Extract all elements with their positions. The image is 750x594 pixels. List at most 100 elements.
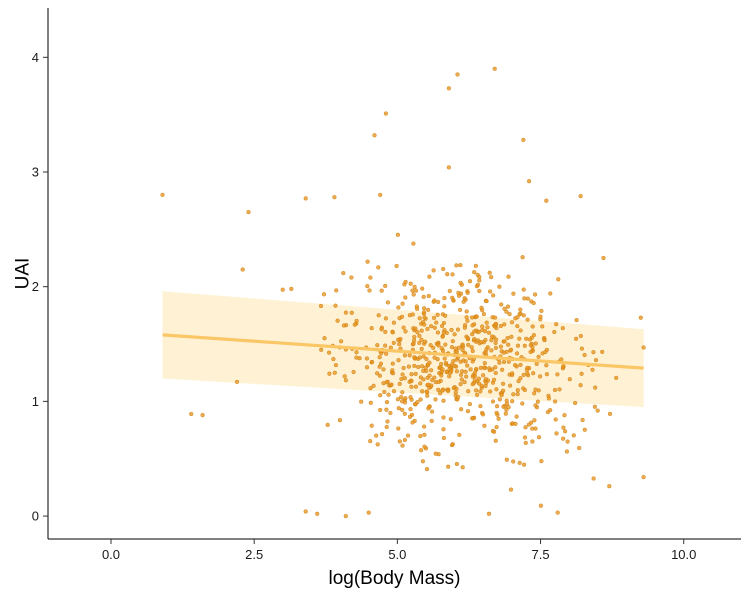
data-point bbox=[464, 315, 469, 320]
data-point bbox=[388, 410, 393, 416]
data-point bbox=[535, 399, 541, 404]
data-point bbox=[466, 342, 471, 348]
data-point bbox=[396, 426, 401, 431]
data-point bbox=[382, 389, 387, 395]
data-point bbox=[555, 372, 560, 377]
data-point bbox=[553, 417, 558, 422]
data-point bbox=[561, 425, 566, 430]
data-point bbox=[480, 373, 486, 378]
data-point bbox=[403, 329, 408, 334]
data-point bbox=[432, 355, 437, 360]
data-point bbox=[497, 284, 502, 289]
data-point bbox=[410, 420, 415, 425]
data-point bbox=[471, 416, 476, 421]
data-point bbox=[371, 383, 376, 388]
data-point bbox=[400, 443, 405, 448]
data-point bbox=[470, 382, 475, 387]
data-point bbox=[593, 385, 598, 390]
data-point bbox=[458, 372, 464, 378]
data-point bbox=[514, 414, 519, 419]
data-point bbox=[479, 383, 484, 388]
data-point bbox=[560, 325, 565, 331]
data-point bbox=[422, 432, 427, 437]
data-point bbox=[428, 324, 434, 329]
data-point bbox=[562, 413, 567, 418]
data-point bbox=[337, 418, 343, 423]
x-tick-label: 7.5 bbox=[532, 547, 550, 562]
x-tick-label: 0.0 bbox=[102, 547, 120, 562]
data-point bbox=[406, 364, 412, 369]
data-point bbox=[437, 391, 443, 396]
data-point bbox=[506, 274, 511, 279]
data-point bbox=[384, 407, 389, 412]
data-point bbox=[425, 326, 430, 332]
data-point bbox=[509, 334, 514, 339]
data-point bbox=[641, 474, 646, 480]
data-point bbox=[445, 388, 451, 394]
data-point bbox=[421, 377, 426, 382]
data-point bbox=[365, 283, 370, 289]
data-point bbox=[556, 277, 561, 282]
data-point bbox=[383, 329, 388, 335]
data-point bbox=[408, 395, 413, 400]
data-point bbox=[517, 336, 522, 341]
data-point bbox=[349, 275, 354, 280]
data-point bbox=[463, 359, 468, 364]
data-point bbox=[399, 399, 405, 404]
data-point bbox=[369, 423, 374, 428]
data-point bbox=[489, 348, 494, 353]
data-point bbox=[548, 291, 553, 296]
data-point bbox=[375, 442, 380, 447]
data-point bbox=[456, 290, 461, 296]
data-point bbox=[386, 392, 391, 397]
data-point bbox=[377, 355, 382, 360]
data-point bbox=[446, 464, 451, 469]
data-point bbox=[502, 306, 507, 311]
data-point bbox=[189, 411, 194, 417]
data-point bbox=[442, 295, 447, 301]
data-point bbox=[521, 137, 526, 143]
data-point bbox=[477, 278, 482, 283]
y-axis-title: UAI bbox=[13, 258, 34, 290]
data-point bbox=[417, 355, 423, 360]
data-point bbox=[441, 435, 447, 441]
data-point bbox=[518, 328, 523, 333]
data-point bbox=[443, 360, 449, 366]
data-point bbox=[493, 370, 498, 376]
data-point bbox=[436, 343, 441, 348]
data-point bbox=[498, 323, 504, 329]
data-point bbox=[400, 301, 405, 306]
data-point bbox=[500, 367, 505, 372]
data-point bbox=[458, 262, 463, 268]
data-point bbox=[388, 345, 393, 350]
data-point bbox=[432, 298, 437, 303]
data-point bbox=[383, 316, 389, 321]
data-point bbox=[369, 326, 374, 331]
data-point bbox=[579, 346, 585, 351]
data-point bbox=[400, 372, 405, 377]
data-point bbox=[499, 302, 504, 307]
data-point bbox=[377, 373, 383, 378]
data-point bbox=[497, 397, 503, 402]
data-point bbox=[466, 389, 471, 394]
data-point bbox=[524, 367, 530, 373]
data-point bbox=[422, 322, 427, 327]
data-point bbox=[463, 369, 468, 374]
data-point bbox=[338, 339, 344, 344]
data-point bbox=[506, 342, 511, 347]
data-point bbox=[465, 290, 470, 295]
data-point bbox=[434, 320, 439, 325]
data-point bbox=[426, 382, 431, 387]
data-point bbox=[554, 322, 559, 327]
data-point bbox=[501, 359, 507, 365]
data-point bbox=[444, 369, 449, 374]
data-point bbox=[491, 377, 497, 382]
data-point bbox=[478, 389, 483, 394]
data-point bbox=[319, 347, 324, 352]
data-point bbox=[368, 275, 373, 280]
data-point bbox=[500, 388, 506, 393]
data-point bbox=[515, 343, 521, 348]
data-point bbox=[378, 393, 383, 398]
data-point bbox=[391, 340, 396, 346]
data-point bbox=[579, 371, 584, 376]
